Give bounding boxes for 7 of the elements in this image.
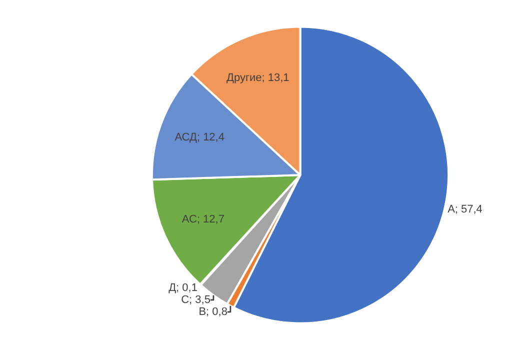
- slice-label: С; 3,5: [181, 294, 210, 306]
- slice-label: АСД; 12,4: [174, 131, 224, 144]
- slice-label: Другие; 13,1: [226, 72, 290, 84]
- slice-label: АС; 12,7: [182, 214, 224, 226]
- slice-label: А; 57,4: [448, 203, 482, 216]
- slice-label: В; 0,8: [198, 306, 228, 318]
- slice-label: Д; 0,1: [168, 282, 198, 294]
